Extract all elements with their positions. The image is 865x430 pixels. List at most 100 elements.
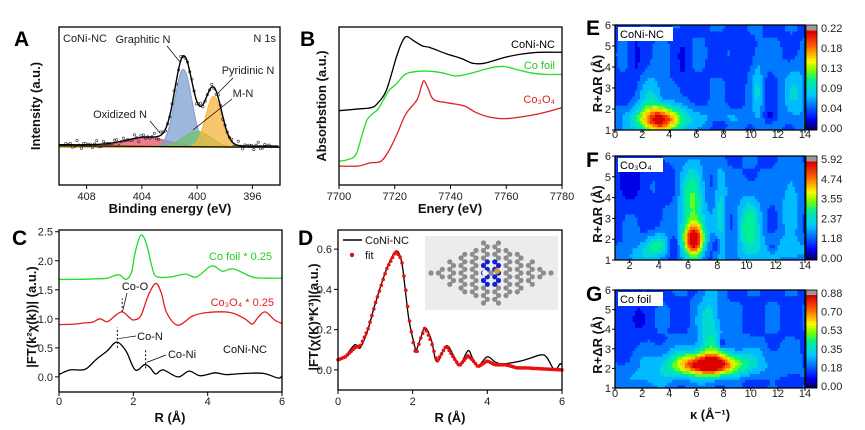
heatmap-cell: [767, 49, 771, 54]
heatmap-cell: [690, 74, 693, 78]
heatmap-cell: [792, 117, 796, 122]
heatmap-cell: [665, 226, 668, 230]
heatmap-cell: [790, 40, 793, 44]
heatmap-cell: [747, 114, 751, 119]
heatmap-cell: [797, 117, 801, 122]
heatmap-cell: [717, 192, 721, 197]
heatmap-cell: [737, 83, 741, 88]
heatmap-cell: [640, 174, 643, 178]
heatmap-cell: [730, 192, 733, 197]
envelope-line: [58, 55, 279, 147]
heatmap-cell: [642, 108, 646, 112]
heatmap-cell: [752, 105, 756, 109]
heatmap-cell: [745, 226, 748, 230]
heatmap-cell: [667, 117, 671, 122]
heatmap-cell: [657, 217, 661, 221]
heatmap-cell: [760, 28, 763, 32]
heatmap-cell: [780, 40, 783, 44]
heatmap-cell: [677, 174, 681, 178]
heatmap-cell: [697, 114, 701, 119]
heatmap-cell: [707, 71, 711, 75]
heatmap-cell: [770, 108, 773, 112]
heatmap-cell: [722, 201, 726, 206]
heatmap-cell: [637, 195, 641, 200]
fit-point: [471, 359, 476, 364]
heatmap-cell: [645, 25, 648, 29]
heatmap-cell: [705, 201, 708, 206]
heatmap-cell: [725, 34, 728, 38]
heatmap-cell: [702, 62, 706, 66]
heatmap-cell: [710, 65, 713, 69]
heatmap-cell: [680, 217, 683, 221]
heatmap-cell: [740, 232, 743, 236]
heatmap-cell: [782, 123, 786, 128]
heatmap-cell: [652, 86, 656, 91]
heatmap-cell: [700, 208, 703, 212]
heatmap-cell: [657, 114, 661, 119]
heatmap-cell: [725, 80, 728, 85]
heatmap-cell: [617, 92, 621, 97]
heatmap-cell: [615, 256, 618, 261]
heatmap-cell: [715, 244, 718, 249]
carbon-atom: [462, 251, 468, 257]
heatmap-cell: [677, 89, 681, 94]
heatmap-cell: [682, 220, 686, 224]
heatmap-cell: [652, 250, 656, 255]
panel-a-frame: [58, 26, 281, 186]
heatmap-cell: [682, 74, 686, 78]
heatmap-cell: [735, 46, 738, 51]
heatmap-cell: [642, 62, 646, 66]
heatmap-cell: [700, 214, 703, 218]
heatmap-cell: [732, 238, 736, 243]
heatmap-cell: [665, 96, 668, 100]
heatmap-cell: [665, 114, 668, 119]
heatmap-cell: [730, 89, 733, 94]
heatmap-cell: [670, 120, 673, 125]
heatmap-cell: [757, 99, 761, 103]
heatmap-cell: [695, 198, 698, 203]
heatmap-cell: [742, 211, 746, 215]
heatmap-cell: [710, 111, 713, 115]
heatmap-cell: [732, 186, 736, 191]
heatmap-cell: [700, 232, 703, 236]
heatmap-cell: [745, 86, 748, 91]
heatmap-cell: [737, 120, 741, 125]
heatmap-cell: [617, 180, 621, 184]
heatmap-cell: [785, 74, 788, 78]
heatmap-cell: [677, 126, 681, 131]
heatmap-cell: [700, 253, 703, 258]
heatmap-cell: [640, 43, 643, 48]
heatmap-cell: [637, 123, 641, 128]
heatmap-cell: [797, 46, 801, 51]
heatmap-cell: [640, 229, 643, 233]
heatmap-cell: [695, 220, 698, 224]
heatmap-cell: [782, 114, 786, 119]
heatmap-cell: [615, 238, 618, 243]
heatmap-cell: [797, 99, 801, 103]
heatmap-cell: [785, 65, 788, 69]
heatmap-cell: [702, 250, 706, 255]
heatmap-cell: [712, 162, 716, 166]
heatmap-cell: [760, 83, 763, 88]
heatmap-cell: [662, 192, 666, 197]
heatmap-cell: [620, 198, 623, 203]
heatmap-cell: [635, 111, 638, 115]
heatmap-cell: [710, 208, 713, 212]
heatmap-cell: [645, 40, 648, 44]
heatmap-cell: [655, 43, 658, 48]
heatmap-cell: [650, 244, 653, 249]
heatmap-cell: [647, 114, 651, 119]
x-tick-label: 400: [188, 191, 206, 203]
heatmap-cell: [737, 165, 741, 169]
heatmap-cell: [682, 171, 686, 175]
heatmap-cell: [622, 102, 626, 106]
heatmap-cell: [702, 123, 706, 128]
heatmap-cell: [720, 241, 723, 246]
heatmap-cell: [635, 256, 638, 261]
heatmap-cell: [757, 55, 761, 60]
heatmap-cell: [727, 162, 731, 166]
heatmap-cell: [657, 192, 661, 197]
heatmap-cell: [615, 174, 618, 178]
heatmap-cell: [685, 214, 688, 218]
heatmap-cell: [715, 40, 718, 44]
